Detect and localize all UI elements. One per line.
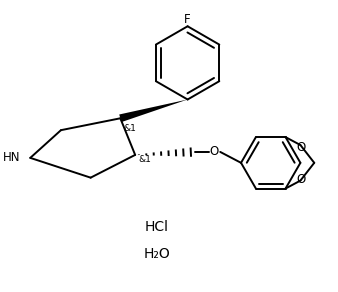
Polygon shape — [119, 100, 188, 122]
Text: &1: &1 — [123, 124, 136, 133]
Text: O: O — [297, 140, 306, 154]
Text: O: O — [210, 145, 219, 159]
Text: HCl: HCl — [145, 220, 169, 234]
Text: F: F — [184, 13, 191, 26]
Text: H₂O: H₂O — [144, 247, 170, 261]
Text: &1: &1 — [138, 155, 151, 164]
Text: O: O — [297, 173, 306, 186]
Text: HN: HN — [3, 151, 20, 164]
